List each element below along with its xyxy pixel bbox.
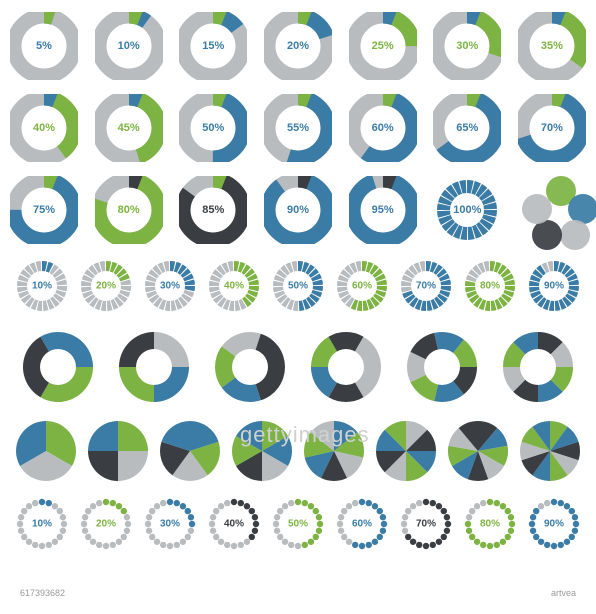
- donut-label: 100%: [453, 204, 481, 216]
- watermark-brand: gettyimages: [240, 422, 370, 448]
- chart-collection: 5% 10% 15%: [10, 12, 586, 602]
- pie-chart-9: [447, 420, 509, 482]
- donut-label: 25%: [372, 40, 394, 52]
- donut-chart-10: 10%: [95, 12, 163, 80]
- segmented-ring-80: 80%: [462, 258, 518, 314]
- arrow-ring-4: [115, 328, 193, 406]
- donut-label: 5%: [36, 40, 52, 52]
- segmented-label: 20%: [96, 281, 116, 292]
- watermark-credit: artvea: [551, 588, 576, 598]
- donut-chart-45: 45%: [95, 94, 163, 162]
- segmented-ring-40: 40%: [206, 258, 262, 314]
- donut-label: 95%: [372, 204, 394, 216]
- segmented-ring-70: 70%: [398, 258, 454, 314]
- pie-chart-5: [159, 420, 221, 482]
- dot-ring-label: 30%: [160, 519, 180, 530]
- donut-chart-60: 60%: [349, 94, 417, 162]
- arrow-ring-6: [307, 328, 385, 406]
- dot-ring-row: 10% 20% 30% 40% 50% 60% 70% 80% 90%: [10, 496, 586, 552]
- dot-ring-90: 90%: [526, 496, 582, 552]
- donut-label: 90%: [287, 204, 309, 216]
- overlap-circles: [518, 176, 586, 244]
- pie-chart-10: [519, 420, 581, 482]
- donut-label: 35%: [541, 40, 563, 52]
- donut-label: 80%: [118, 204, 140, 216]
- donut-label: 15%: [202, 40, 224, 52]
- donut-chart-100: 100%: [433, 176, 501, 244]
- donut-chart-50: 50%: [179, 94, 247, 162]
- donut-label: 85%: [202, 204, 224, 216]
- donut-chart-25: 25%: [349, 12, 417, 80]
- segmented-ring-30: 30%: [142, 258, 198, 314]
- donut-label: 60%: [372, 122, 394, 134]
- segmented-label: 50%: [288, 281, 308, 292]
- donut-chart-5: 5%: [10, 12, 78, 80]
- donut-chart-20: 20%: [264, 12, 332, 80]
- donut-label: 65%: [456, 122, 478, 134]
- donut-chart-40: 40%: [10, 94, 78, 162]
- donut-label: 40%: [33, 122, 55, 134]
- segmented-label: 40%: [224, 281, 244, 292]
- arrow-ring-row: [10, 328, 586, 406]
- donut-chart-70: 70%: [518, 94, 586, 162]
- donut-chart-55: 55%: [264, 94, 332, 162]
- dot-ring-20: 20%: [78, 496, 134, 552]
- segmented-ring-50: 50%: [270, 258, 326, 314]
- donut-label: 45%: [118, 122, 140, 134]
- dot-ring-label: 40%: [224, 519, 244, 530]
- segmented-label: 80%: [480, 281, 500, 292]
- dot-ring-label: 50%: [288, 519, 308, 530]
- donut-label: 75%: [33, 204, 55, 216]
- dot-ring-10: 10%: [14, 496, 70, 552]
- segmented-ring-60: 60%: [334, 258, 390, 314]
- donut-chart-80: 80%: [95, 176, 163, 244]
- dot-ring-label: 70%: [416, 519, 436, 530]
- arrow-ring-5: [211, 328, 289, 406]
- donut-label: 55%: [287, 122, 309, 134]
- dot-ring-label: 60%: [352, 519, 372, 530]
- donut-chart-65: 65%: [433, 94, 501, 162]
- donut-chart-15: 15%: [179, 12, 247, 80]
- pie-chart-3: [15, 420, 77, 482]
- donut-label: 70%: [541, 122, 563, 134]
- donut-chart-90: 90%: [264, 176, 332, 244]
- segmented-ring-90: 90%: [526, 258, 582, 314]
- segmented-label: 60%: [352, 281, 372, 292]
- dot-ring-70: 70%: [398, 496, 454, 552]
- watermark-id: 617393682: [20, 588, 65, 598]
- donut-chart-75: 75%: [10, 176, 78, 244]
- dot-ring-label: 20%: [96, 519, 116, 530]
- pie-chart-4: [87, 420, 149, 482]
- dot-ring-label: 10%: [32, 519, 52, 530]
- segmented-ring-10: 10%: [14, 258, 70, 314]
- dot-ring-80: 80%: [462, 496, 518, 552]
- donut-label: 30%: [456, 40, 478, 52]
- arrow-ring-8: [499, 328, 577, 406]
- dot-ring-label: 90%: [544, 519, 564, 530]
- arrow-ring-3: [19, 328, 97, 406]
- donut-chart-30: 30%: [433, 12, 501, 80]
- segmented-label: 70%: [416, 281, 436, 292]
- segmented-label: 90%: [544, 281, 564, 292]
- dot-ring-label: 80%: [480, 519, 500, 530]
- segmented-label: 30%: [160, 281, 180, 292]
- segmented-progress-row: 10% 20% 30% 40% 50% 60% 70% 80% 90%: [10, 258, 586, 314]
- donut-chart-35: 35%: [518, 12, 586, 80]
- donut-label: 10%: [118, 40, 140, 52]
- dot-ring-40: 40%: [206, 496, 262, 552]
- donut-label: 50%: [202, 122, 224, 134]
- dot-ring-50: 50%: [270, 496, 326, 552]
- donut-chart-95: 95%: [349, 176, 417, 244]
- donut-chart-85: 85%: [179, 176, 247, 244]
- dot-ring-60: 60%: [334, 496, 390, 552]
- pie-chart-8: [375, 420, 437, 482]
- donut-label: 20%: [287, 40, 309, 52]
- arrow-ring-7: [403, 328, 481, 406]
- segmented-label: 10%: [32, 281, 52, 292]
- segmented-ring-20: 20%: [78, 258, 134, 314]
- dot-ring-30: 30%: [142, 496, 198, 552]
